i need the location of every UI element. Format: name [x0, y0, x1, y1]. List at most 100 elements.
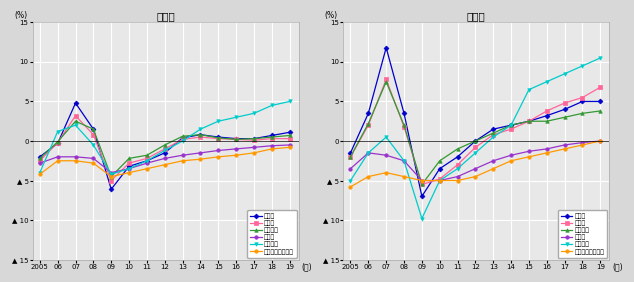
地方四市	[400, 159, 408, 162]
東京圈	[126, 165, 133, 168]
地方四市	[179, 139, 186, 143]
東京圈	[143, 159, 151, 162]
地方圈	[561, 143, 569, 147]
地方圈	[36, 162, 44, 165]
地方圈（その他）	[543, 151, 550, 155]
東京圈	[197, 133, 204, 136]
地方四市	[143, 159, 151, 162]
地方四市	[214, 120, 222, 123]
Line: 地方圈（その他）: 地方圈（その他）	[38, 146, 292, 178]
東京圈	[250, 137, 258, 140]
地方圈	[507, 153, 515, 157]
名古屋圈	[197, 133, 204, 136]
地方圈	[107, 171, 115, 174]
地方四市	[232, 116, 240, 119]
名古屋圈	[72, 120, 79, 123]
地方四市	[365, 151, 372, 155]
地方圈（その他）	[107, 175, 115, 178]
地方四市	[250, 112, 258, 115]
大阪圈	[347, 155, 354, 158]
東京圈	[400, 112, 408, 115]
東京圈	[232, 137, 240, 140]
大阪圈	[126, 162, 133, 165]
Legend: 東京圈, 大阪圈, 名古屋圈, 地方圈, 地方四市, 地方圈（その他）: 東京圈, 大阪圈, 名古屋圈, 地方圈, 地方四市, 地方圈（その他）	[247, 210, 297, 258]
地方圈（その他）	[54, 159, 61, 162]
名古屋圈	[347, 155, 354, 158]
東京圈	[89, 127, 97, 131]
地方圈	[126, 167, 133, 170]
地方圈（その他）	[382, 171, 390, 174]
東京圈	[597, 100, 604, 103]
地方四市	[382, 135, 390, 139]
大阪圈	[400, 125, 408, 129]
名古屋圈	[382, 80, 390, 83]
名古屋圈	[232, 138, 240, 141]
大阪圈	[143, 157, 151, 160]
地方圈	[400, 159, 408, 162]
東京圈	[347, 151, 354, 155]
地方圈（その他）	[143, 167, 151, 170]
地方四市	[268, 104, 276, 107]
地方四市	[347, 179, 354, 182]
名古屋圈	[126, 157, 133, 160]
地方四市	[286, 100, 294, 103]
Line: 名古屋圈: 名古屋圈	[38, 120, 292, 178]
名古屋圈	[454, 147, 462, 151]
名古屋圈	[161, 143, 169, 147]
地方圈（その他）	[179, 159, 186, 162]
地方圈（その他）	[561, 147, 569, 151]
地方四市	[454, 167, 462, 170]
名古屋圈	[143, 153, 151, 157]
地方圈	[250, 146, 258, 149]
東京圈	[268, 134, 276, 137]
地方圈	[418, 179, 425, 182]
地方四市	[525, 88, 533, 91]
地方圈（その他）	[250, 151, 258, 155]
地方圈（その他）	[126, 171, 133, 174]
東京圈	[382, 46, 390, 49]
大阪圈	[489, 133, 497, 136]
地方圈	[214, 149, 222, 152]
Title: 商業地: 商業地	[467, 12, 486, 22]
地方圈（その他）	[454, 179, 462, 182]
名古屋圈	[472, 139, 479, 143]
名古屋圈	[107, 175, 115, 178]
地方圈	[232, 147, 240, 151]
大阪圈	[597, 85, 604, 89]
Title: 住宅地: 住宅地	[156, 12, 175, 22]
大阪圈	[579, 96, 586, 99]
東京圈	[72, 101, 79, 105]
大阪圈	[54, 141, 61, 144]
大阪圈	[454, 163, 462, 166]
名古屋圈	[400, 124, 408, 127]
地方四市	[107, 173, 115, 176]
地方圈（その他）	[418, 179, 425, 182]
Line: 名古屋圈: 名古屋圈	[349, 80, 602, 186]
Line: 地方四市: 地方四市	[349, 56, 602, 220]
大阪圈	[525, 120, 533, 123]
地方圈（その他）	[365, 175, 372, 178]
大阪圈	[472, 146, 479, 149]
地方圈	[179, 153, 186, 157]
Line: 大阪圈: 大阪圈	[349, 78, 602, 186]
地方四市	[418, 217, 425, 220]
地方圈	[489, 159, 497, 162]
東京圈	[214, 135, 222, 139]
Line: 大阪圈: 大阪圈	[38, 114, 292, 182]
地方圈	[197, 151, 204, 155]
地方四市	[54, 130, 61, 133]
地方四市	[543, 80, 550, 83]
名古屋圈	[89, 127, 97, 131]
地方四市	[89, 143, 97, 147]
東京圈	[286, 131, 294, 134]
Line: 地方圈: 地方圈	[349, 139, 602, 182]
東京圈	[365, 112, 372, 115]
大阪圈	[382, 78, 390, 81]
名古屋圈	[543, 120, 550, 123]
東京圈	[179, 136, 186, 140]
大阪圈	[436, 177, 444, 181]
東京圈	[489, 127, 497, 131]
Text: (%): (%)	[14, 11, 27, 20]
東京圈	[54, 142, 61, 145]
大阪圈	[365, 124, 372, 127]
